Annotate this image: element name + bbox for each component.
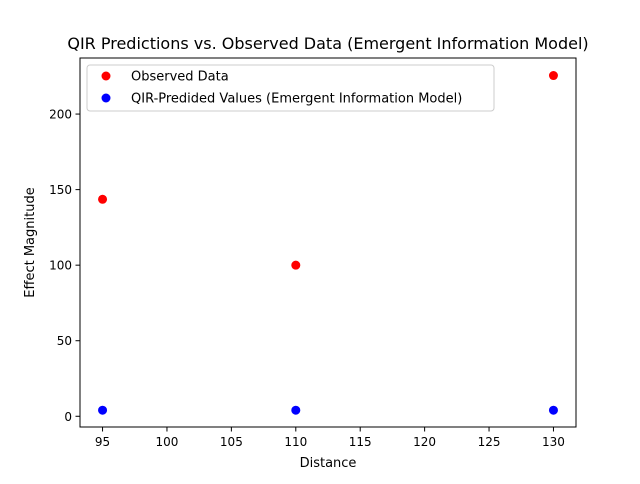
x-axis-label: Distance <box>300 456 357 471</box>
y-tick-label: 200 <box>49 108 72 122</box>
x-axis: 95 100 105 110 115 120 125 130 <box>95 427 565 449</box>
legend-label: QIR-Predided Values (Emergent Informatio… <box>131 92 462 107</box>
data-points <box>98 71 558 415</box>
y-axis-label: Effect Magnitude <box>23 187 38 297</box>
y-tick-label: 100 <box>49 259 72 273</box>
x-tick-label: 105 <box>220 435 243 449</box>
y-tick-label: 50 <box>57 334 72 348</box>
x-tick-label: 125 <box>478 435 501 449</box>
plot-frame <box>79 57 577 428</box>
x-tick-label: 120 <box>413 435 436 449</box>
legend-marker <box>101 71 111 81</box>
plot-area <box>79 57 577 428</box>
y-tick-label: 150 <box>49 183 72 197</box>
data-point-series-1 <box>291 260 301 270</box>
x-tick-label: 95 <box>95 435 110 449</box>
legend-box <box>86 64 495 112</box>
x-tick-label: 110 <box>284 435 307 449</box>
x-tick-label: 130 <box>542 435 565 449</box>
legend-marker <box>101 93 111 103</box>
data-point-series-2 <box>548 405 558 415</box>
data-point-series-1 <box>98 194 108 204</box>
x-tick-label: 115 <box>349 435 372 449</box>
y-axis: 0 50 100 150 200 <box>49 108 80 424</box>
data-point-series-2 <box>98 405 108 415</box>
chart-title: QIR Predictions vs. Observed Data (Emerg… <box>67 34 588 53</box>
y-tick-label: 0 <box>64 410 72 424</box>
legend: Observed Data QIR-Predided Values (Emerge… <box>86 64 495 112</box>
legend-label: Observed Data <box>131 70 229 85</box>
data-point-series-2 <box>291 405 301 415</box>
legend-items: Observed Data QIR-Predided Values (Emerge… <box>101 70 462 107</box>
data-point-series-1 <box>548 71 558 81</box>
x-tick-label: 100 <box>156 435 179 449</box>
